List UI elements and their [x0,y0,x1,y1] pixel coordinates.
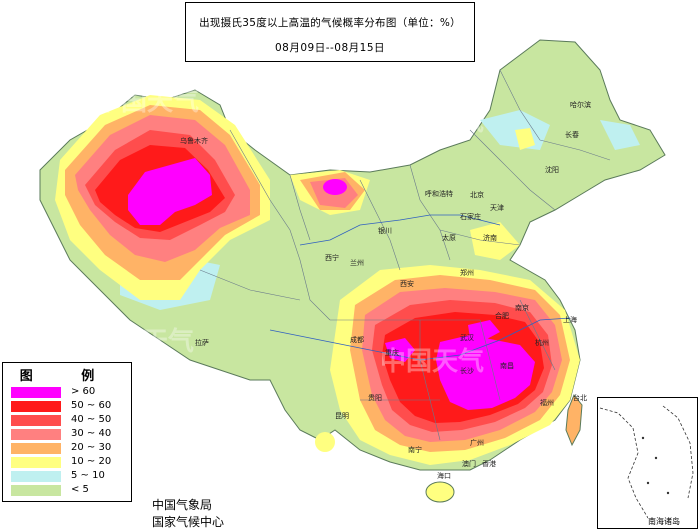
city-label: 杭州 [535,338,549,347]
city-label: 西宁 [325,253,339,262]
city-label: 长春 [565,130,579,139]
legend-label: 5 ~ 10 [71,470,105,481]
legend-swatch [11,401,61,412]
city-label: 北京 [470,190,484,199]
south-china-sea-inset [597,397,698,529]
city-label: 太原 [442,233,456,242]
city-labels: 乌鲁木齐 哈尔滨 长春 沈阳 呼和浩特 北京 天津 石家庄 太原 济南 银川 兰… [180,100,591,480]
legend-item: < 5 [11,484,131,497]
city-label: 哈尔滨 [570,100,591,109]
legend-title: 图 例 [19,369,117,384]
city-label: 长沙 [460,366,474,375]
city-label: 拉萨 [195,338,209,347]
legend-label: 20 ~ 30 [71,442,112,453]
city-label: 南昌 [500,361,514,370]
city-label: 重庆 [385,348,399,357]
inset-label: 南海诸岛 [648,516,680,527]
legend-label: 10 ~ 20 [71,456,112,467]
city-label: 呼和浩特 [425,189,453,198]
city-label: 成都 [350,335,364,344]
city-label: 济南 [483,233,497,242]
city-label: 福州 [540,398,554,407]
legend-item: 5 ~ 10 [11,470,131,483]
city-label: 银川 [378,226,392,235]
legend-item: 10 ~ 20 [11,456,131,469]
svg-text:中国天气: 中国天气 [380,106,484,137]
city-label: 石家庄 [460,212,481,221]
city-label: 上海 [563,315,577,324]
legend-swatch [11,429,61,440]
city-label: 贵阳 [368,393,382,402]
map-title: 出现摄氏35度以上高温的气候概率分布图（单位：%） [199,17,461,29]
legend-label: 30 ~ 40 [71,428,112,439]
city-label: 南京 [515,303,529,312]
city-label: 南宁 [408,445,422,454]
legend-item: 30 ~ 40 [11,428,131,441]
city-label: 合肥 [495,311,509,320]
agency-line-2: 国家气候中心 [152,515,225,529]
legend-label: 40 ~ 50 [71,414,112,425]
city-label: 海口 [437,471,451,480]
city-label: 武汉 [460,333,474,342]
svg-text:中国天气: 中国天气 [95,86,199,117]
legend-swatch [11,457,61,468]
map-title-box: 出现摄氏35度以上高温的气候概率分布图（单位：%） 08月09日--08月15日 [185,2,475,62]
taiwan-island [565,394,583,447]
city-label: 昆明 [335,412,349,420]
hainan-island [425,481,455,503]
city-label: 澳门 [462,459,476,468]
svg-text:中国天气: 中国天气 [90,326,194,357]
city-label: 台北 [573,393,587,402]
city-label: 兰州 [350,258,364,267]
city-label: 乌鲁木齐 [180,136,208,145]
city-label: 广州 [470,438,484,447]
legend-label: > 60 [71,386,96,397]
legend-item: 40 ~ 50 [11,414,131,427]
legend-item: 20 ~ 30 [11,442,131,455]
city-label: 沈阳 [545,165,559,174]
legend-label: 50 ~ 60 [71,400,112,411]
legend-swatch [11,415,61,426]
legend-item: > 60 [11,386,131,399]
city-label: 天津 [490,204,504,212]
legend-swatch [11,443,61,454]
city-label: 郑州 [460,269,474,277]
legend: 图 例 > 60 50 ~ 60 40 ~ 50 30 ~ 40 20 ~ 30… [2,362,132,502]
agency-line-1: 中国气象局 [152,498,213,512]
svg-text:中国天气: 中国天气 [380,346,484,377]
date-range: 08月09日--08月15日 [274,42,386,54]
legend-label: < 5 [71,484,89,495]
city-label: 西安 [400,279,414,288]
legend-item: 50 ~ 60 [11,400,131,413]
legend-swatch [11,471,61,482]
legend-swatch [11,387,61,398]
city-label: 香港 [482,459,496,468]
legend-swatch [11,485,61,496]
